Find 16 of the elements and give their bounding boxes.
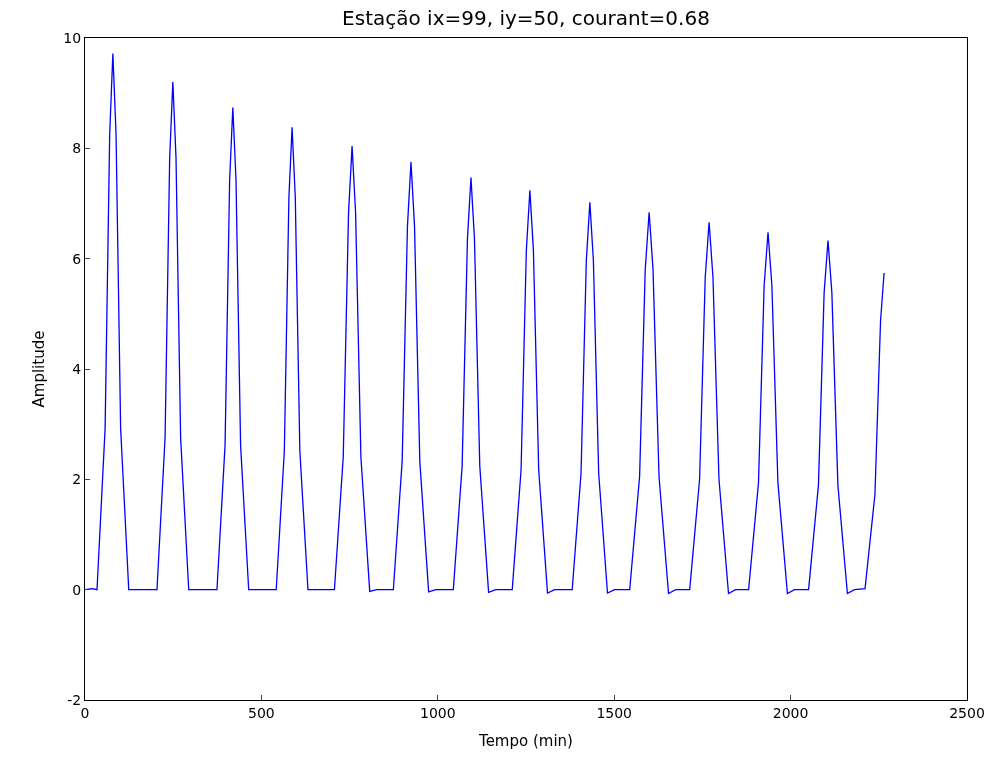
x-tick-label: 2500 [949,704,985,721]
x-tick-label: 2000 [772,704,809,721]
y-tick-label: 8 [72,140,82,157]
x-tick-label: 1500 [596,704,633,721]
y-tick-label: 10 [63,29,82,46]
x-tick-label: 500 [248,704,275,721]
y-tick-label: 0 [72,581,82,598]
y-axis-title: Amplitude [29,330,48,408]
y-tick-label: 6 [72,250,82,267]
x-tick-label: 1000 [419,704,456,721]
y-tick-label: 4 [72,360,82,377]
y-tick-label: 2 [72,471,82,488]
line-series [85,52,885,595]
x-axis-title: Tempo (min) [478,731,573,750]
chart-title: Estação ix=99, iy=50, courant=0.68 [342,6,710,31]
y-tick-label: -2 [67,691,82,708]
